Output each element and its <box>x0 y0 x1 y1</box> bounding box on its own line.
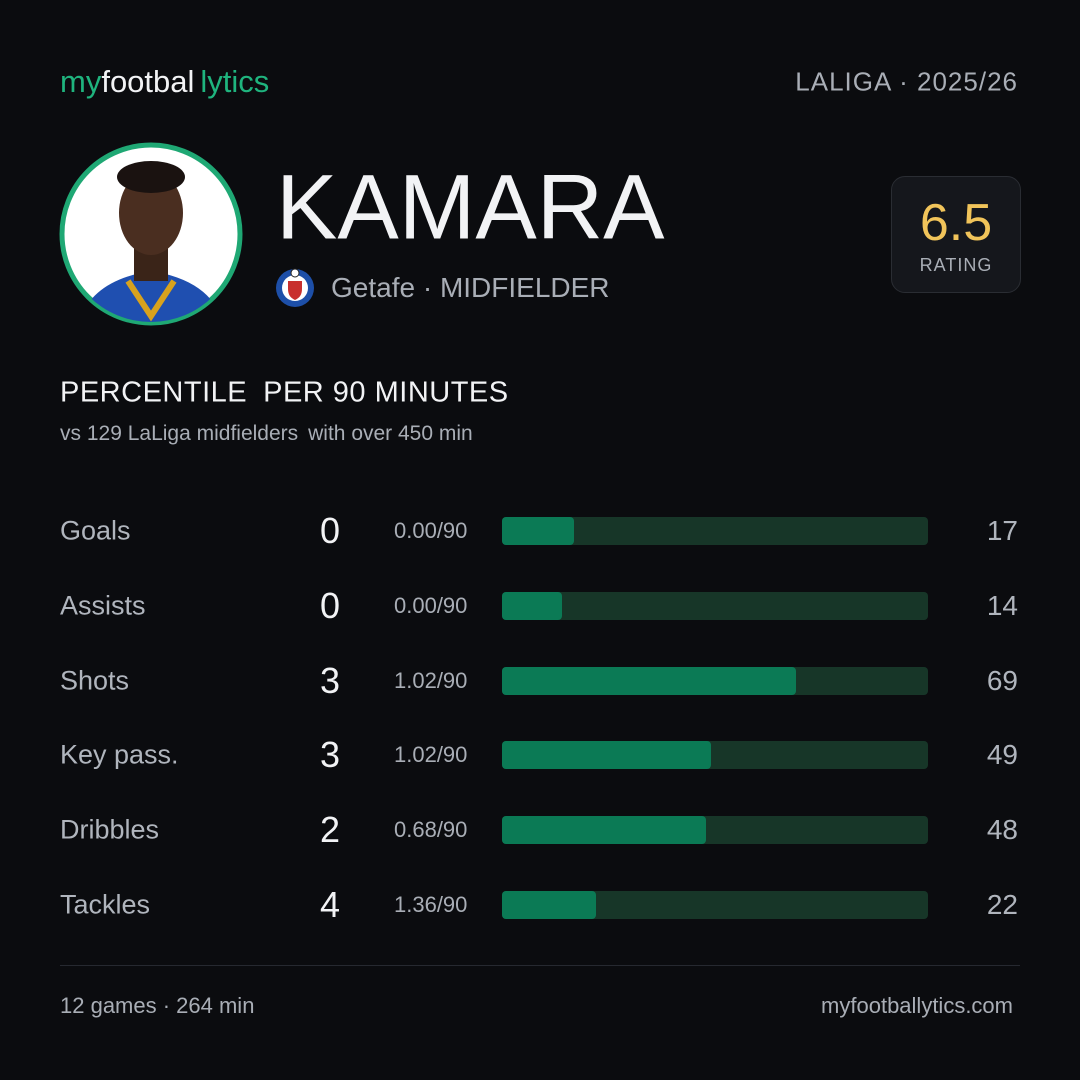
section-title-part: PERCENTILE <box>60 376 248 409</box>
stat-per90: 1.02/90 <box>394 667 468 693</box>
section-subtitle: vs 129 LaLiga midfielders with over 450 m… <box>60 422 473 446</box>
logo-part: my <box>60 64 102 99</box>
stat-label: Assists <box>60 590 146 621</box>
stat-percentile: 49 <box>986 739 1018 771</box>
stat-total: 0 <box>319 510 341 551</box>
stat-per90: 0.00/90 <box>394 592 468 618</box>
stat-total: 4 <box>319 884 341 925</box>
subtitle-part: with over 450 min <box>308 422 473 445</box>
stat-percentile: 22 <box>986 889 1018 920</box>
stat-total: 0 <box>319 584 341 626</box>
logo-part: lytics <box>200 64 270 99</box>
stat-total: 3 <box>319 659 341 701</box>
footer-summary: 12 games · 264 min <box>60 993 255 1018</box>
bar <box>502 591 562 620</box>
bar <box>502 891 596 919</box>
stat-label: Tackles <box>60 889 151 920</box>
league: LALIGA · 2025/26 <box>795 66 1018 97</box>
stat-percentile: 48 <box>986 814 1018 846</box>
stat-percentile: 69 <box>986 664 1018 696</box>
stat-total: 3 <box>319 734 341 776</box>
stat-per90: 0.68/90 <box>394 817 468 843</box>
rating-value: 6.5 <box>919 194 993 252</box>
club-crest <box>276 268 314 307</box>
section-title-part: PER 90 MINUTES <box>263 376 509 409</box>
bar <box>502 816 707 845</box>
bar <box>502 741 711 770</box>
stat-label: Goals <box>60 515 131 546</box>
stat-per90: 1.02/90 <box>394 742 468 768</box>
rating-box: 6.5 RATING <box>891 176 1021 293</box>
stat-percentile: 14 <box>986 589 1018 621</box>
stat-percentile: 17 <box>986 515 1018 546</box>
stat-per90: 0.00/90 <box>394 518 468 543</box>
bar <box>502 517 575 545</box>
section-title: PERCENTILE PER 90 MINUTES <box>60 377 509 410</box>
player-name: KAMARA <box>276 156 665 259</box>
footer-site: myfootballytics.com <box>821 993 1013 1018</box>
stat-label: Shots <box>60 665 130 696</box>
logo: myfootbal lytics <box>60 64 269 100</box>
bar <box>502 666 796 695</box>
bar-track <box>502 591 928 620</box>
stat-label: Key pass. <box>60 739 179 770</box>
divider <box>60 965 1020 966</box>
rating-label: RATING <box>919 255 993 275</box>
stat-total: 2 <box>319 809 341 851</box>
logo-part: footbal <box>101 64 195 99</box>
club-role: Getafe · MIDFIELDER <box>331 272 610 303</box>
subtitle-part: vs 129 LaLiga midfielders <box>60 422 299 445</box>
player-photo <box>59 142 243 326</box>
stat-per90: 1.36/90 <box>394 892 468 917</box>
stat-label: Dribbles <box>60 814 160 845</box>
